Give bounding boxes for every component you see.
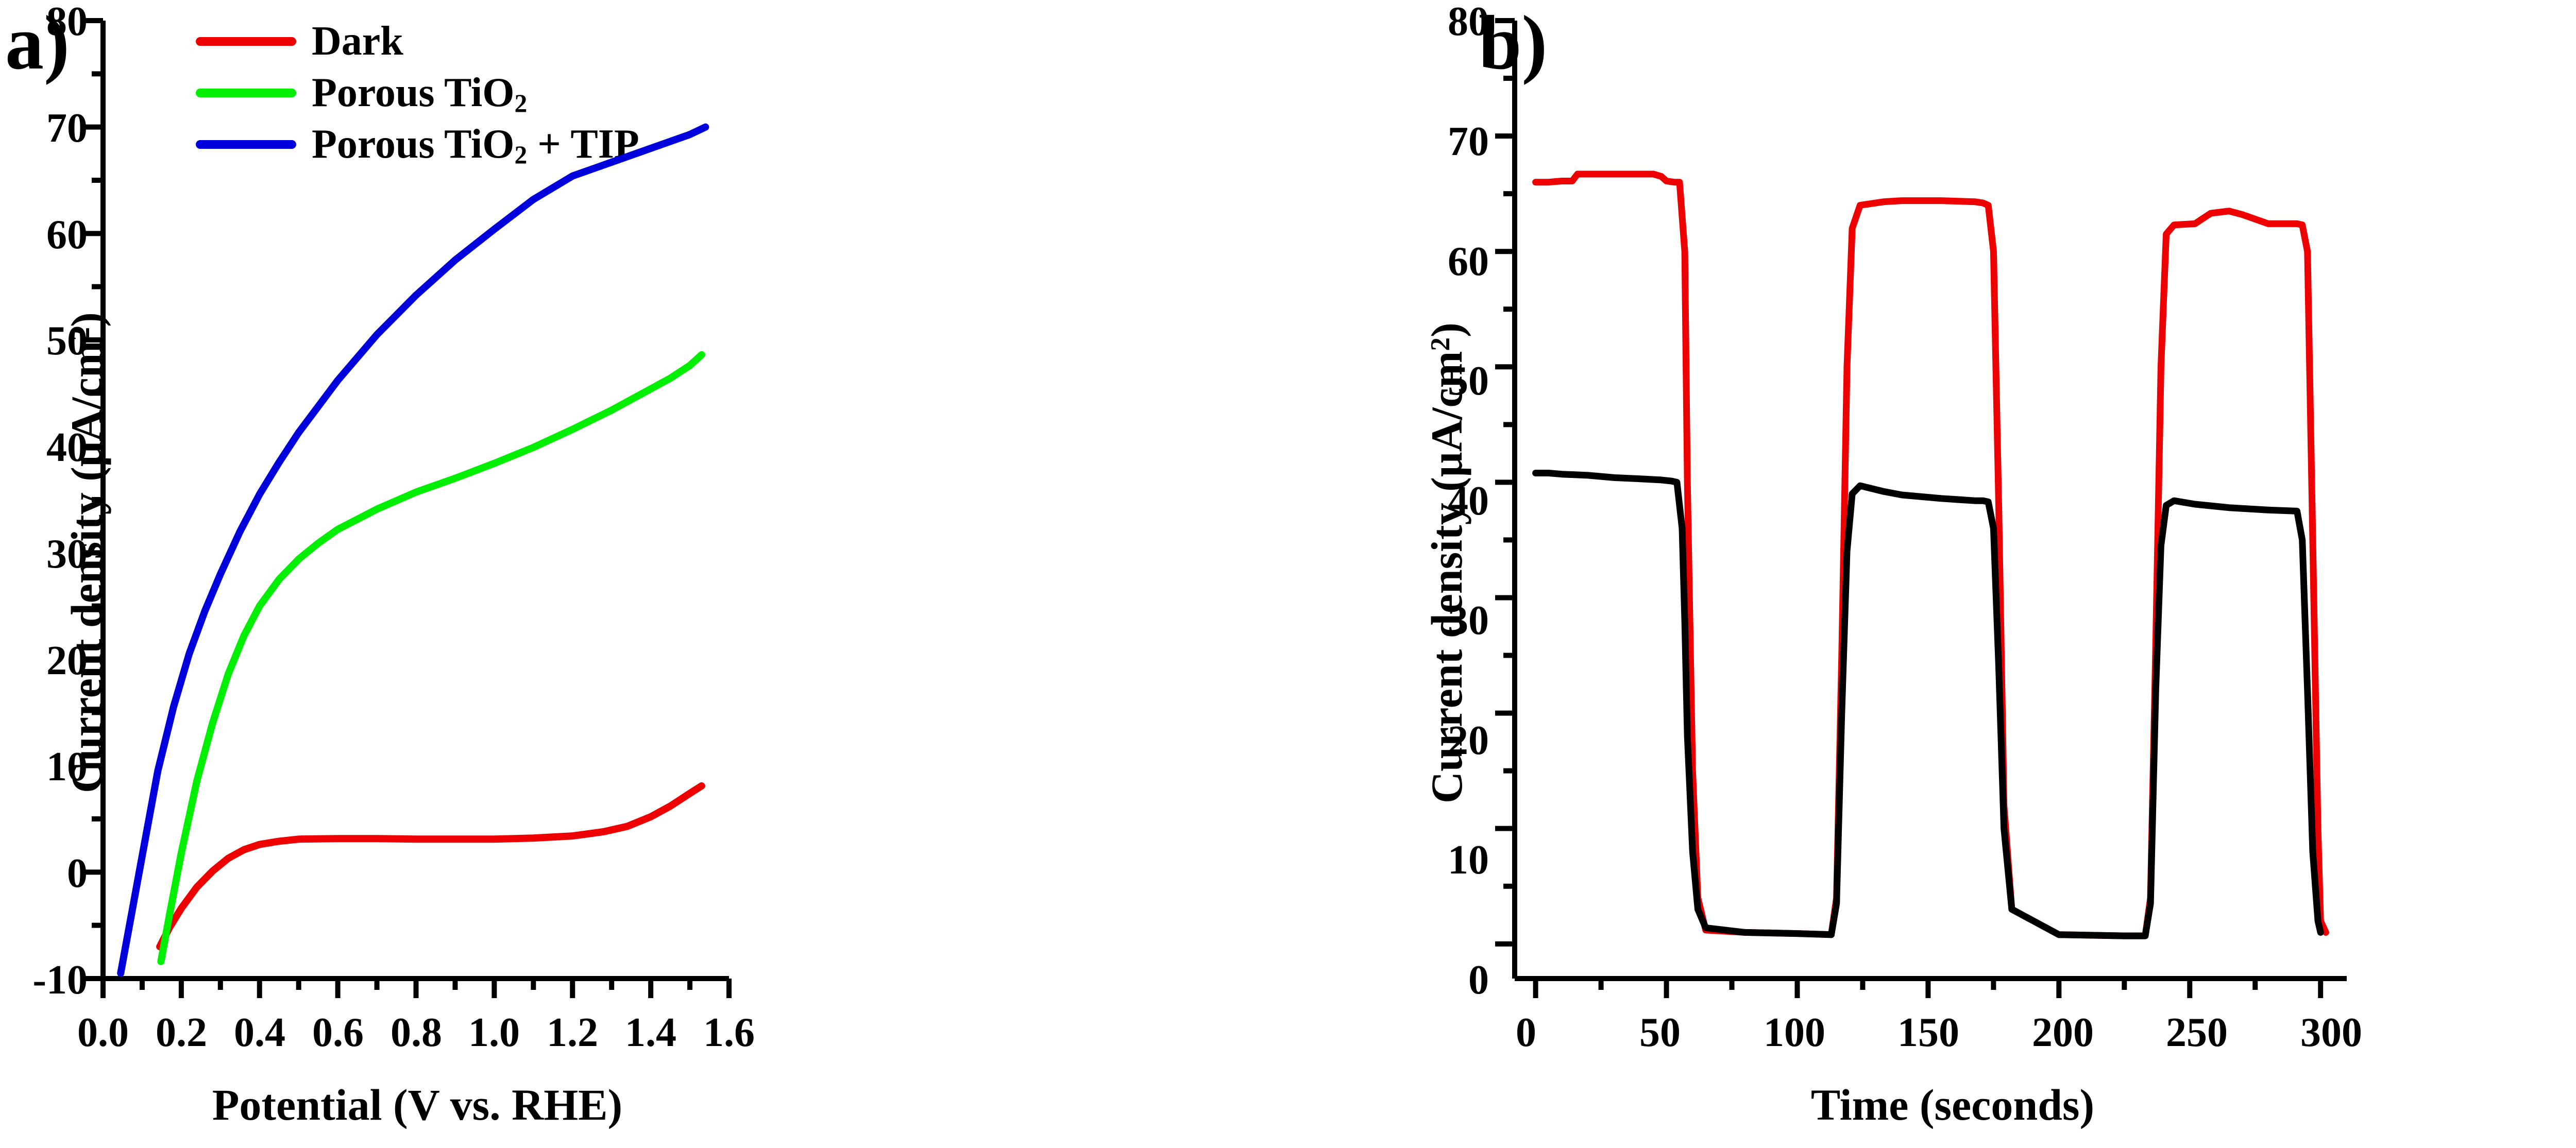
- panel-b-xtick-2: 100: [1764, 1010, 1825, 1055]
- panel-b-ytick-4: 40: [1448, 478, 1489, 524]
- panel-a-x-axis-title: Potential (V vs. RHE): [212, 1080, 623, 1129]
- panel-b-xtick-0: 0: [1516, 1010, 1536, 1055]
- panel-b-xtick-1: 50: [1639, 1010, 1681, 1055]
- panel-a-ytick-7: 60: [46, 212, 88, 258]
- panel-b-xtick-4: 200: [2032, 1010, 2094, 1055]
- panel-a-xtick-3: 0.6: [312, 1010, 364, 1055]
- panel-a-ytick-6: 50: [46, 318, 88, 364]
- panel-b-ytick-0: 0: [1468, 957, 1489, 1003]
- panel-b: b) Current density (μA/cm2) Time (second…: [1360, 0, 2576, 1148]
- panel-a-letter: a): [5, 0, 70, 85]
- panel-a-xtick-1: 0.2: [156, 1010, 207, 1055]
- legend-swatch-porous-tio2: [196, 89, 296, 97]
- legend-label-porous-tio2: Porous TiO2: [312, 70, 528, 117]
- panel-a-ytick-8: 70: [46, 106, 88, 151]
- panel-a-ytick-4: 30: [46, 532, 88, 577]
- panel-a-ytick-2: 10: [46, 744, 88, 790]
- legend-label-dark: Dark: [312, 19, 403, 64]
- panel-a-xtick-5: 1.0: [468, 1010, 520, 1055]
- panel-b-ytick-2: 20: [1448, 718, 1489, 763]
- legend-label-porous-tio2-tip: Porous TiO2 + TIP: [312, 122, 639, 169]
- panel-b-xtick-3: 150: [1897, 1010, 1959, 1055]
- legend-swatch-dark: [196, 37, 296, 46]
- panel-a-xtick-0: 0.0: [77, 1010, 129, 1055]
- panel-b-ytick-6: 60: [1448, 239, 1489, 284]
- panel-b-xtick-5: 250: [2166, 1010, 2228, 1055]
- legend-swatch-porous-tio2-tip: [196, 140, 296, 149]
- panel-a-ytick-5: 40: [46, 425, 88, 470]
- panel-a-ytick-0: -10: [32, 957, 88, 1003]
- panel-a-xtick-7: 1.4: [625, 1010, 676, 1055]
- panel-a-xtick-8: 1.6: [703, 1010, 755, 1055]
- panel-b-xtick-6: 300: [2300, 1010, 2362, 1055]
- panel-b-ytick-1: 10: [1448, 837, 1489, 883]
- panel-a-xtick-2: 0.4: [234, 1010, 285, 1055]
- panel-b-ytick-7: 70: [1448, 119, 1489, 164]
- panel-b-ytick-5: 50: [1448, 358, 1489, 404]
- panel-b-plot: [1495, 18, 2347, 998]
- panel-b-ytick-3: 30: [1448, 598, 1489, 643]
- panel-a-xtick-4: 0.8: [391, 1010, 442, 1055]
- panel-b-x-axis-title: Time (seconds): [1810, 1080, 2095, 1129]
- panel-a-plot: [83, 18, 732, 998]
- panel-b-ytick-8: 80: [1448, 0, 1489, 44]
- panel-a: a) Current density (μA/cm2) Potential (V…: [5, 0, 755, 1129]
- panel-a-xtick-6: 1.2: [547, 1010, 598, 1055]
- panel-a-ytick-9: 80: [46, 0, 88, 44]
- panel-a-ytick-3: 20: [46, 638, 88, 683]
